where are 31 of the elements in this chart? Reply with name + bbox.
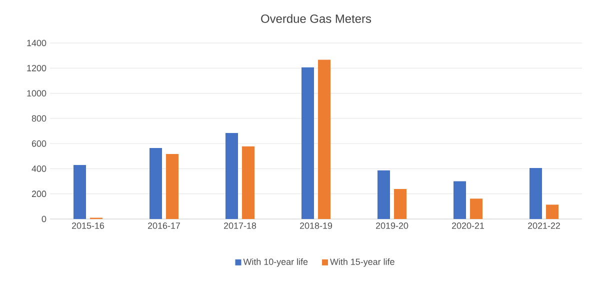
x-tick-label: 2015-16	[72, 222, 104, 229]
chart-title: Overdue Gas Meters	[261, 14, 372, 23]
bar	[302, 67, 314, 219]
bar	[546, 204, 559, 219]
bar	[318, 60, 331, 219]
bar	[166, 154, 178, 219]
y-tick-label: 600	[32, 140, 46, 147]
y-tick-label: 0	[42, 216, 46, 222]
bar	[530, 168, 542, 219]
y-tick-label: 800	[32, 115, 46, 122]
bar	[242, 146, 255, 219]
bar	[226, 133, 238, 219]
y-tick-label: 1200	[27, 64, 46, 72]
bar	[470, 198, 483, 219]
y-tick-label: 200	[32, 190, 46, 198]
y-tick-label: 400	[32, 166, 46, 172]
x-tick-label: 2019-20	[376, 222, 408, 229]
legend-label: With 15-year life	[330, 258, 394, 267]
x-tick-label: 2017-18	[224, 222, 256, 229]
bar	[150, 148, 162, 219]
y-tick-label: 1400	[27, 40, 46, 46]
x-tick-label: 2018-19	[300, 222, 332, 229]
y-tick-label: 1000	[27, 90, 46, 96]
bar	[454, 181, 466, 219]
x-tick-label: 2016-17	[148, 222, 180, 229]
bar	[394, 188, 407, 219]
x-tick-label: 2020-21	[452, 222, 484, 229]
legend-label: With 10-year life	[243, 258, 308, 267]
bar	[378, 170, 390, 219]
x-tick-label: 2021-22	[528, 222, 560, 229]
bar	[74, 164, 86, 219]
